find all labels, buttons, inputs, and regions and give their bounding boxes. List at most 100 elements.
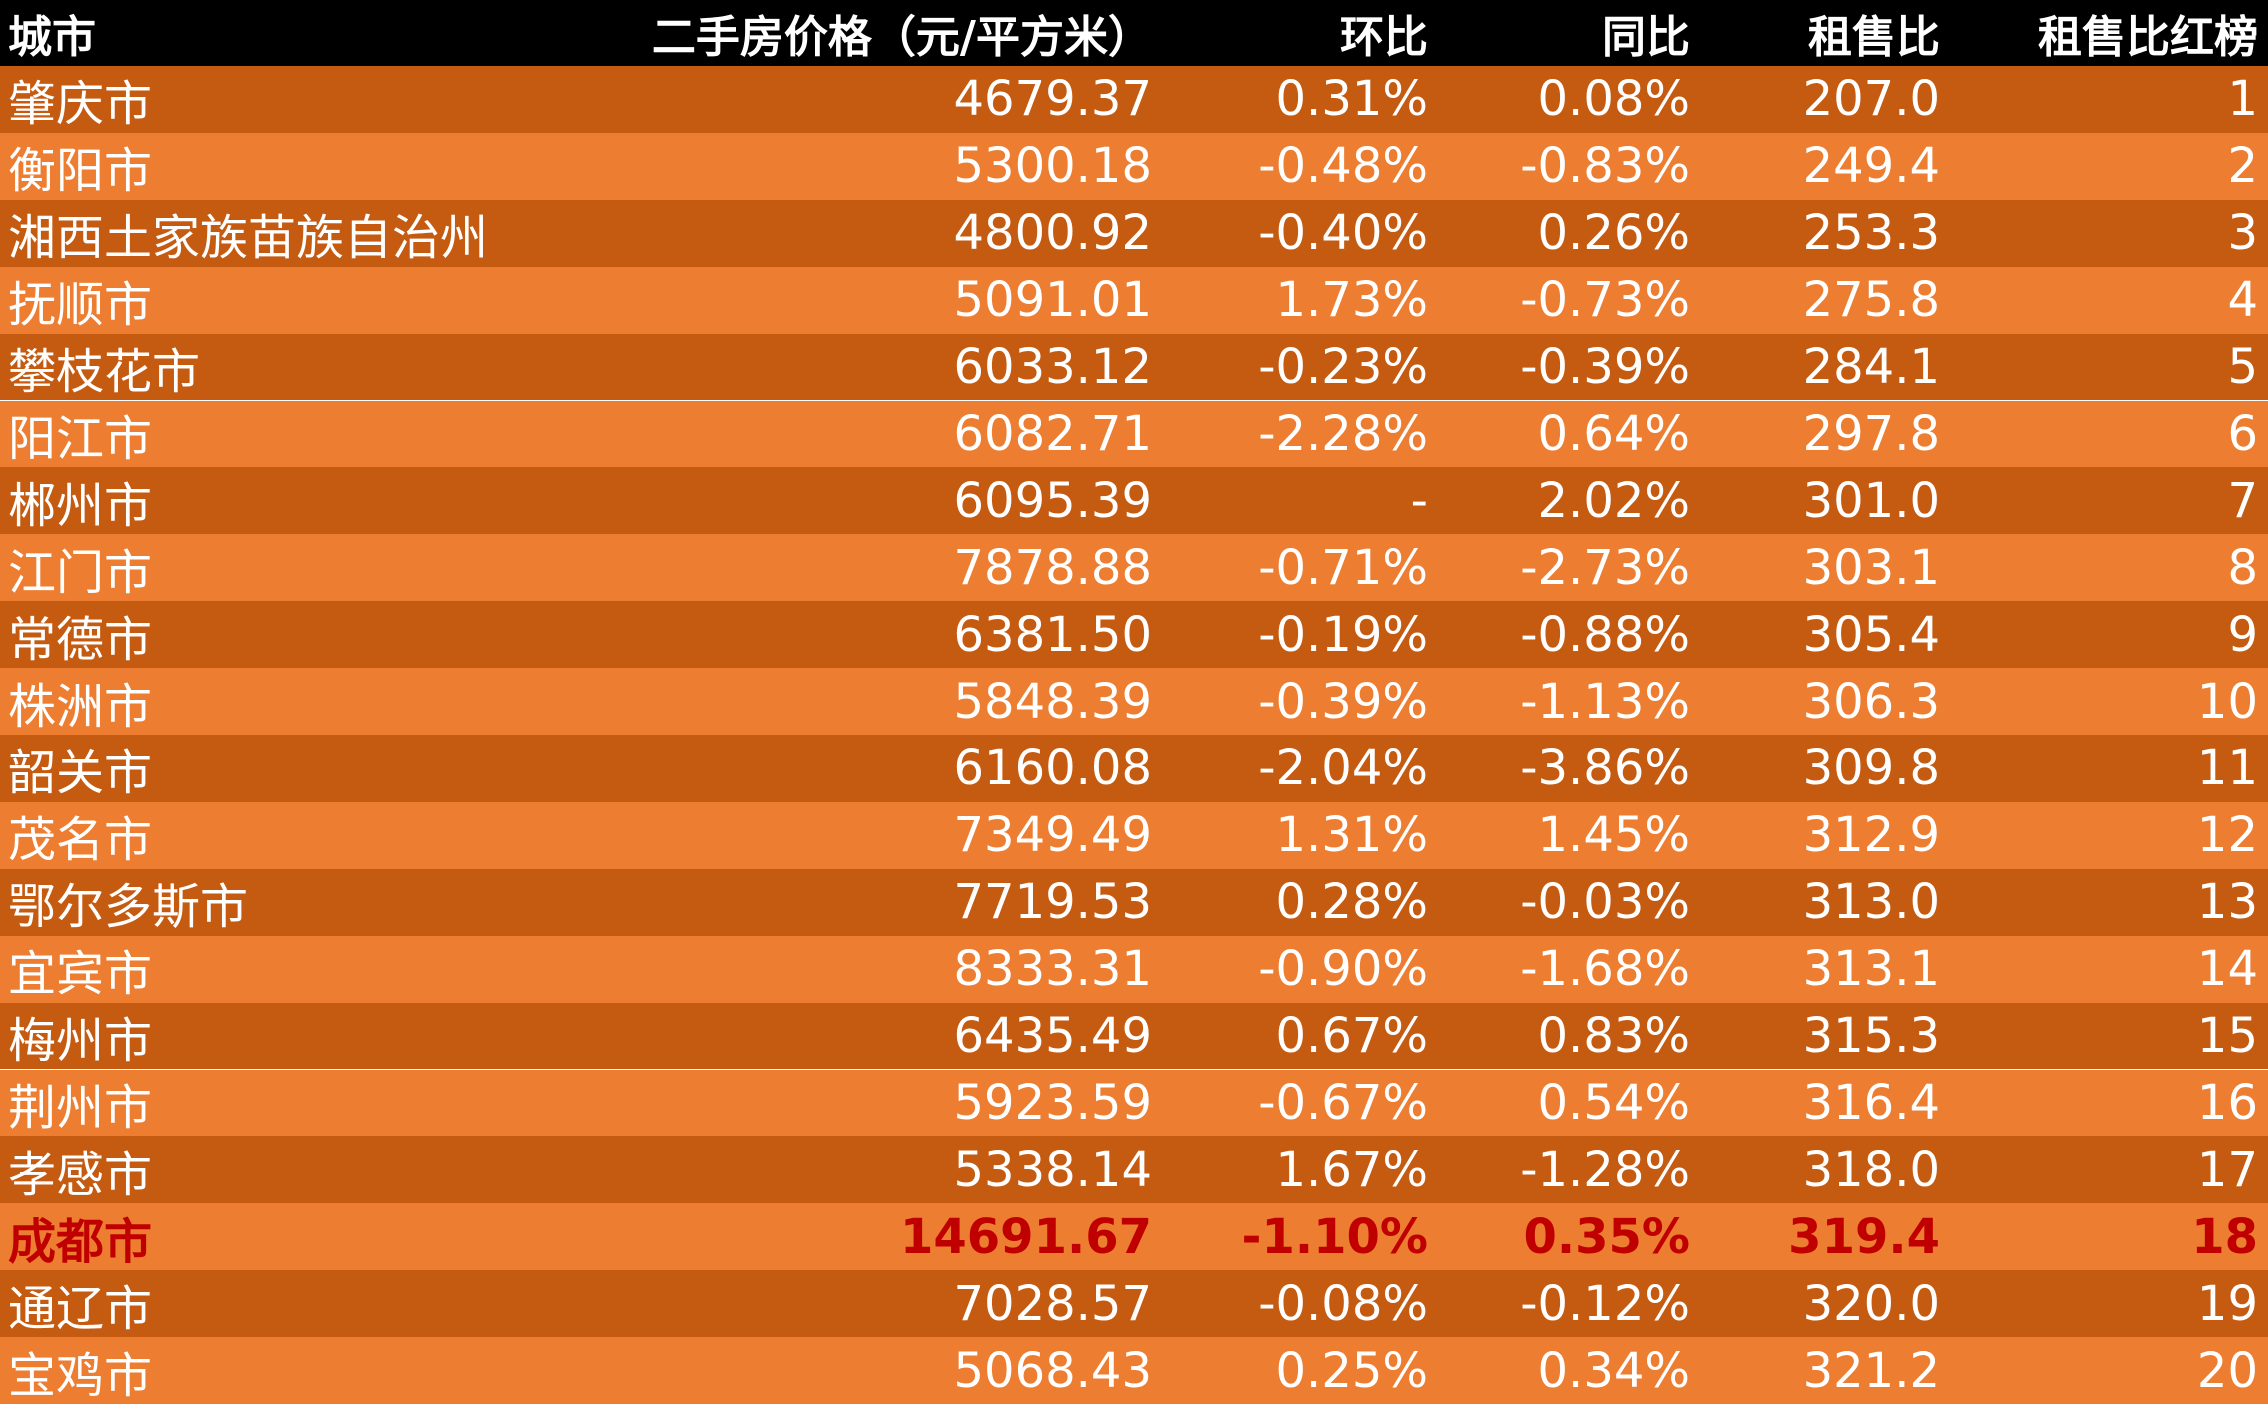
cell-yoy: -0.12% xyxy=(1520,1275,1690,1332)
cell-rank: 14 xyxy=(2196,941,2258,998)
cell-yoy: -2.73% xyxy=(1520,539,1690,596)
cell-yoy: 0.26% xyxy=(1537,205,1690,262)
header-price: 二手房价格（元/平方米） xyxy=(651,12,1152,63)
cell-mom: - xyxy=(1410,472,1428,529)
table-row: 攀枝花市 6033.12 -0.23% -0.39% 284.1 5 xyxy=(0,333,2268,401)
cell-ratio: 249.4 xyxy=(1802,138,1940,195)
table-row: 宜宾市 8333.31 -0.90% -1.68% 313.1 14 xyxy=(0,935,2268,1003)
cell-ratio: 321.2 xyxy=(1802,1342,1940,1399)
cell-mom: -1.10% xyxy=(1241,1208,1428,1265)
cell-mom: -0.90% xyxy=(1258,941,1428,998)
table-row: 衡阳市 5300.18 -0.48% -0.83% 249.4 2 xyxy=(0,132,2268,200)
cell-ratio: 313.0 xyxy=(1802,874,1940,931)
table-row: 郴州市 6095.39 - 2.02% 301.0 7 xyxy=(0,467,2268,535)
table-row: 阳江市 6082.71 -2.28% 0.64% 297.8 6 xyxy=(0,400,2268,468)
cell-city: 梅州市 xyxy=(8,1013,153,1070)
cell-ratio: 312.9 xyxy=(1802,807,1940,864)
cell-rank: 5 xyxy=(2227,339,2258,396)
table-row: 孝感市 5338.14 1.67% -1.28% 318.0 17 xyxy=(0,1136,2268,1204)
cell-city: 韶关市 xyxy=(8,745,153,802)
table-row: 江门市 7878.88 -0.71% -2.73% 303.1 8 xyxy=(0,534,2268,602)
cell-rank: 9 xyxy=(2227,606,2258,663)
cell-ratio: 275.8 xyxy=(1802,272,1940,329)
header-ratio: 租售比 xyxy=(1808,12,1940,63)
cell-rank: 11 xyxy=(2196,740,2258,797)
cell-price: 6381.50 xyxy=(953,606,1153,663)
cell-city: 肇庆市 xyxy=(8,76,153,133)
cell-yoy: 0.64% xyxy=(1537,405,1690,462)
cell-rank: 19 xyxy=(2196,1275,2258,1332)
cell-yoy: -1.28% xyxy=(1520,1141,1690,1198)
cell-price: 6160.08 xyxy=(953,740,1153,797)
cell-mom: -2.28% xyxy=(1258,405,1428,462)
cell-price: 5338.14 xyxy=(953,1141,1153,1198)
table-row: 常德市 6381.50 -0.19% -0.88% 305.4 9 xyxy=(0,601,2268,669)
cell-city: 常德市 xyxy=(8,611,153,668)
cell-price: 4679.37 xyxy=(953,71,1153,128)
cell-yoy: -0.88% xyxy=(1520,606,1690,663)
cell-yoy: -0.83% xyxy=(1520,138,1690,195)
cell-price: 5091.01 xyxy=(953,272,1153,329)
cell-mom: -0.19% xyxy=(1258,606,1428,663)
cell-mom: -0.23% xyxy=(1258,339,1428,396)
cell-city: 攀枝花市 xyxy=(8,344,201,401)
cell-city: 抚顺市 xyxy=(8,277,153,334)
cell-yoy: 0.08% xyxy=(1537,71,1690,128)
cell-mom: 0.67% xyxy=(1275,1008,1428,1065)
header-rank: 租售比红榜 xyxy=(2038,12,2258,63)
cell-price: 7028.57 xyxy=(953,1275,1153,1332)
cell-mom: 0.31% xyxy=(1275,71,1428,128)
cell-yoy: -0.39% xyxy=(1520,339,1690,396)
cell-ratio: 303.1 xyxy=(1802,539,1940,596)
cell-ratio: 315.3 xyxy=(1802,1008,1940,1065)
cell-rank: 3 xyxy=(2227,205,2258,262)
cell-mom: -0.67% xyxy=(1258,1074,1428,1131)
cell-city: 江门市 xyxy=(8,544,153,601)
cell-mom: -2.04% xyxy=(1258,740,1428,797)
cell-mom: -0.71% xyxy=(1258,539,1428,596)
cell-ratio: 207.0 xyxy=(1802,71,1940,128)
cell-yoy: -0.73% xyxy=(1520,272,1690,329)
cell-mom: 0.25% xyxy=(1275,1342,1428,1399)
cell-mom: -0.08% xyxy=(1258,1275,1428,1332)
table-row: 宝鸡市 5068.43 0.25% 0.34% 321.2 20 xyxy=(0,1337,2268,1404)
cell-price: 5300.18 xyxy=(953,138,1153,195)
cell-yoy: -0.03% xyxy=(1520,874,1690,931)
cell-city: 鄂尔多斯市 xyxy=(8,879,249,936)
cell-yoy: 1.45% xyxy=(1537,807,1690,864)
cell-ratio: 301.0 xyxy=(1802,472,1940,529)
cell-ratio: 297.8 xyxy=(1802,405,1940,462)
table-row: 抚顺市 5091.01 1.73% -0.73% 275.8 4 xyxy=(0,266,2268,334)
table-header: 城市 二手房价格（元/平方米） 环比 同比 租售比 租售比红榜 xyxy=(0,0,2268,66)
cell-city: 株洲市 xyxy=(8,678,153,735)
cell-yoy: 0.34% xyxy=(1537,1342,1690,1399)
cell-yoy: -3.86% xyxy=(1520,740,1690,797)
cell-rank: 8 xyxy=(2227,539,2258,596)
cell-rank: 4 xyxy=(2227,272,2258,329)
table-row: 韶关市 6160.08 -2.04% -3.86% 309.8 11 xyxy=(0,735,2268,802)
cell-price: 14691.67 xyxy=(899,1208,1152,1265)
cell-rank: 10 xyxy=(2196,673,2258,730)
table-row: 梅州市 6435.49 0.67% 0.83% 315.3 15 xyxy=(0,1002,2268,1070)
cell-mom: -0.48% xyxy=(1258,138,1428,195)
cell-price: 6435.49 xyxy=(953,1008,1153,1065)
header-mom: 环比 xyxy=(1340,12,1428,63)
cell-yoy: -1.68% xyxy=(1520,941,1690,998)
table-row: 茂名市 7349.49 1.31% 1.45% 312.9 12 xyxy=(0,801,2268,869)
cell-price: 8333.31 xyxy=(953,941,1153,998)
table-row: 荆州市 5923.59 -0.67% 0.54% 316.4 16 xyxy=(0,1069,2268,1137)
cell-mom: 1.73% xyxy=(1275,272,1428,329)
cell-ratio: 284.1 xyxy=(1802,339,1940,396)
cell-ratio: 316.4 xyxy=(1802,1074,1940,1131)
cell-price: 5068.43 xyxy=(953,1342,1153,1399)
cell-yoy: 0.35% xyxy=(1523,1208,1690,1265)
table-row: 株洲市 5848.39 -0.39% -1.13% 306.3 10 xyxy=(0,668,2268,735)
header-city: 城市 xyxy=(8,12,96,63)
cell-mom: 0.28% xyxy=(1275,874,1428,931)
cell-rank: 13 xyxy=(2196,874,2258,931)
table-row: 通辽市 7028.57 -0.08% -0.12% 320.0 19 xyxy=(0,1270,2268,1338)
cell-yoy: -1.13% xyxy=(1520,673,1690,730)
cell-rank: 2 xyxy=(2227,138,2258,195)
cell-rank: 15 xyxy=(2196,1008,2258,1065)
header-yoy: 同比 xyxy=(1602,12,1690,63)
